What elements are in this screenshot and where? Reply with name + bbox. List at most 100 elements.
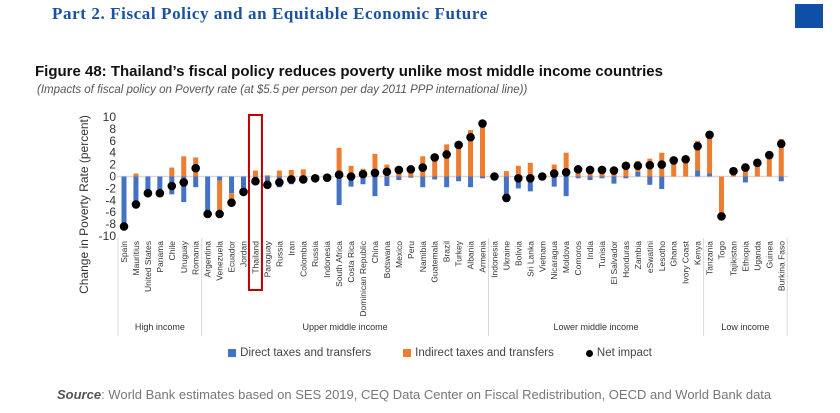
bar-direct [336,176,342,206]
x-category-label: Spain [119,241,129,263]
net-impact-point [526,173,535,183]
bar-direct [456,176,462,182]
x-category-label: Thailand [250,241,260,274]
net-impact-point [215,209,224,219]
bar-direct [396,176,402,181]
bar-direct [587,176,593,181]
net-impact-point [155,188,165,198]
bar-direct [193,176,199,188]
x-category-label: Brazil [442,241,452,262]
bar-direct [181,176,187,203]
x-category-label: Peru [406,241,416,259]
x-category-label: Paraguay [262,240,272,277]
bar-direct [611,176,617,184]
bar-direct [384,176,390,187]
net-impact-point [406,165,416,174]
x-category-label: Guinea [764,241,774,269]
x-category-label: Russia [310,241,320,267]
net-impact-point [334,170,344,180]
net-impact-point [430,153,440,162]
x-category-label: Lesotho [657,241,667,272]
bar-direct [372,176,378,197]
x-category-label: Sri Lanka [525,241,535,277]
x-category-label: Indonesia [322,241,332,278]
x-category-label: Dominican Republic [358,240,368,316]
bar-indirect [348,165,354,177]
net-impact-point [298,175,308,184]
x-category-label: Indonesia [489,241,499,278]
bar-indirect [133,173,139,177]
bar-indirect [444,144,450,177]
bar-direct [695,170,701,177]
net-impact-point [645,160,655,170]
legend-label-net: Net impact [596,347,652,359]
x-category-label: Iran [286,241,296,256]
bar-direct [778,176,784,182]
net-impact-point [131,200,141,209]
net-impact-point [776,139,786,149]
net-impact-point [227,198,236,207]
net-impact-point [418,163,428,172]
x-category-label: Tajikistan [728,241,738,276]
bar-direct [599,176,605,179]
net-impact-point [729,166,738,176]
net-impact-point [239,187,248,197]
bar-direct [133,176,139,206]
net-impact-point [561,168,571,177]
net-impact-point [633,161,643,171]
bar-indirect [372,153,378,177]
group-label: Upper middle income [303,322,388,332]
x-category-label: Zambia [633,241,643,270]
bar-indirect [336,147,342,177]
bar-direct [575,176,581,179]
y-tick-label: 0 [109,170,116,184]
y-axis-label: Change in Poverty Rate (percent) [77,115,91,294]
bar-indirect [766,155,772,177]
bar-indirect [468,130,474,177]
y-tick-label: -10 [99,229,117,243]
net-impact-point [119,222,129,231]
bar-direct [217,176,223,181]
bar-indirect [217,180,223,214]
bar-direct [348,176,354,187]
source-label: Source [57,387,102,402]
bar-direct [527,176,533,192]
bar-direct [503,176,509,203]
x-category-label: Tanzania [705,241,715,275]
y-tick-label: -4 [105,193,116,207]
x-category-label: Honduras [621,241,631,278]
y-tick-label: 4 [109,146,116,160]
bar-direct [408,176,414,178]
x-category-label: Turkey [454,240,464,266]
net-impact-point [263,180,272,190]
bar-direct [420,176,426,188]
x-category-label: Ivory Coast [681,240,691,284]
x-category-label: Colombia [298,241,308,277]
highlight-box-thailand [247,114,263,291]
net-impact-point [346,172,356,181]
y-tick-label: 2 [109,158,116,172]
bar-indirect [671,160,677,177]
bar-indirect [456,143,462,177]
net-impact-point [597,165,607,175]
bar-indirect [264,175,270,177]
legend-marker-net [585,349,593,357]
legend-swatch-direct [228,349,237,357]
net-impact-point [741,163,750,172]
bar-direct [145,176,151,193]
part-header: Part 2. Fiscal Policy and an Equitable E… [52,4,488,23]
x-category-label: Ethiopia [740,241,750,272]
net-impact-point [466,132,475,142]
x-category-label: Romania [191,241,201,275]
net-impact-point [167,181,177,191]
bar-indirect [169,167,175,177]
bar-indirect [229,193,235,203]
legend-item-indirect: Indirect taxes and transfers [403,347,554,359]
y-tick-label: 6 [109,134,116,148]
legend-item-net: Net impact [585,347,652,359]
bar-direct [229,176,235,194]
net-impact-point [251,176,260,186]
bar-indirect [623,165,629,177]
net-impact-point [203,209,212,219]
bar-direct [432,176,438,180]
